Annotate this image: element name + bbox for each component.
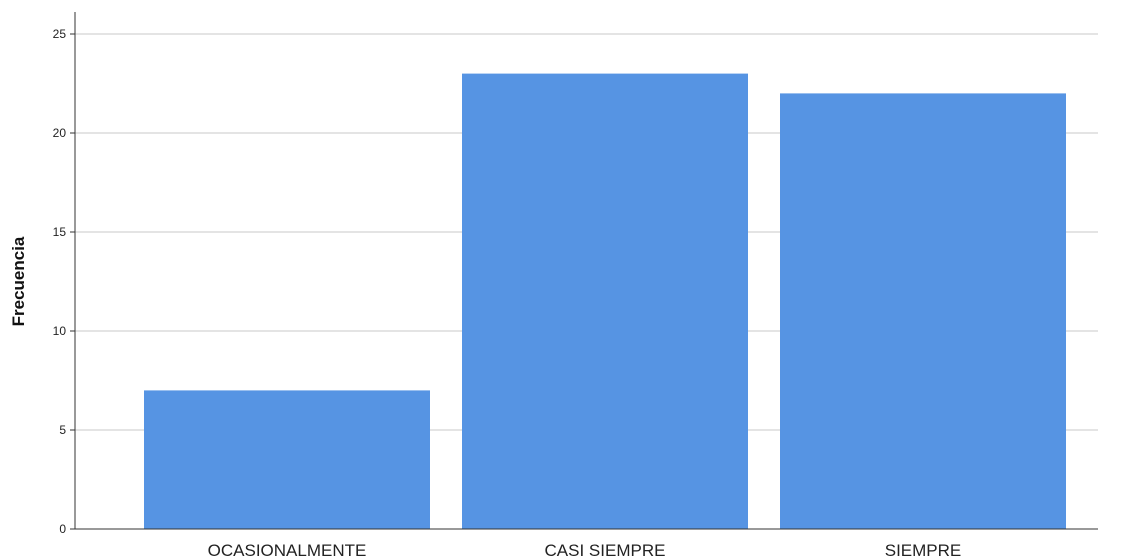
y-tick-label: 5 [59, 423, 66, 437]
y-tick-label: 15 [53, 225, 67, 239]
y-tick-label: 25 [53, 27, 67, 41]
bar-casi-siempre [462, 73, 748, 529]
bar-siempre [780, 93, 1066, 530]
bars [144, 73, 1066, 530]
x-tick-label: SIEMPRE [885, 541, 962, 560]
y-tick-labels: 0 5 10 15 20 25 [53, 27, 75, 536]
x-tick-labels: OCASIONALMENTE CASI SIEMPRE SIEMPRE [208, 541, 962, 560]
y-tick-label: 20 [53, 126, 67, 140]
y-axis-label: Frecuencia [9, 236, 28, 326]
x-tick-label: OCASIONALMENTE [208, 541, 367, 560]
y-tick-label: 10 [53, 324, 67, 338]
x-tick-label: CASI SIEMPRE [545, 541, 666, 560]
axes [74, 12, 1098, 530]
bar-ocasionalmente [144, 390, 430, 529]
y-tick-label: 0 [59, 522, 66, 536]
